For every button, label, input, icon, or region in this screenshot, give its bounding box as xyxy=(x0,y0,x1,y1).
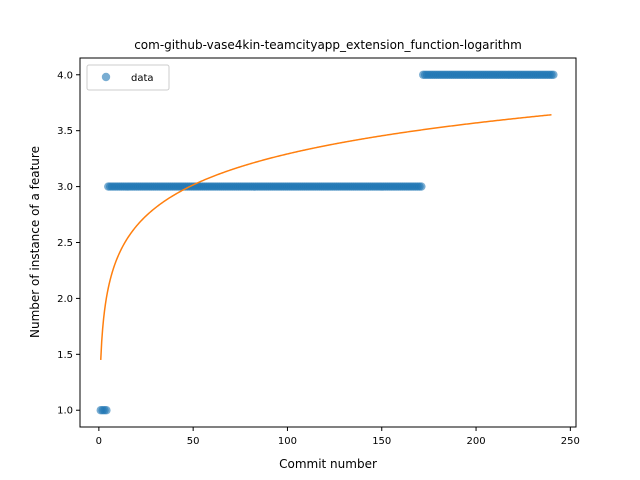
chart-title: com-github-vase4kin-teamcityapp_extensio… xyxy=(134,38,522,52)
axes-frame xyxy=(79,57,577,428)
x-tick-label: 0 xyxy=(96,436,102,447)
y-tick-label: 1.0 xyxy=(57,406,73,417)
fit-line xyxy=(100,114,552,360)
axis-ticks: 0 50 100 150 200 250 1.0 1.5 2.0 2.5 3.0 3.5 4.0 xyxy=(57,70,580,447)
y-tick-label: 3.0 xyxy=(57,182,73,193)
y-tick-label: 1.5 xyxy=(57,350,73,361)
y-tick-label: 3.5 xyxy=(57,126,73,137)
data-marks xyxy=(96,70,558,415)
y-axis-label: Number of instance of a feature xyxy=(28,146,42,338)
data-point xyxy=(102,406,111,415)
x-tick-label: 250 xyxy=(561,436,580,447)
y-tick-label: 2.0 xyxy=(57,294,73,305)
x-tick-label: 50 xyxy=(187,436,200,447)
legend: data xyxy=(86,64,170,91)
legend-box xyxy=(86,64,170,91)
legend-label-data: data xyxy=(131,73,154,84)
y-tick-label: 4.0 xyxy=(57,70,73,81)
data-point xyxy=(549,70,558,79)
x-tick-label: 200 xyxy=(466,436,485,447)
y-tick-label: 2.5 xyxy=(57,238,73,249)
data-point xyxy=(417,182,426,191)
x-tick-label: 150 xyxy=(372,436,391,447)
x-axis-label: Commit number xyxy=(279,457,377,471)
legend-marker-data xyxy=(101,72,111,82)
x-tick-label: 100 xyxy=(278,436,297,447)
